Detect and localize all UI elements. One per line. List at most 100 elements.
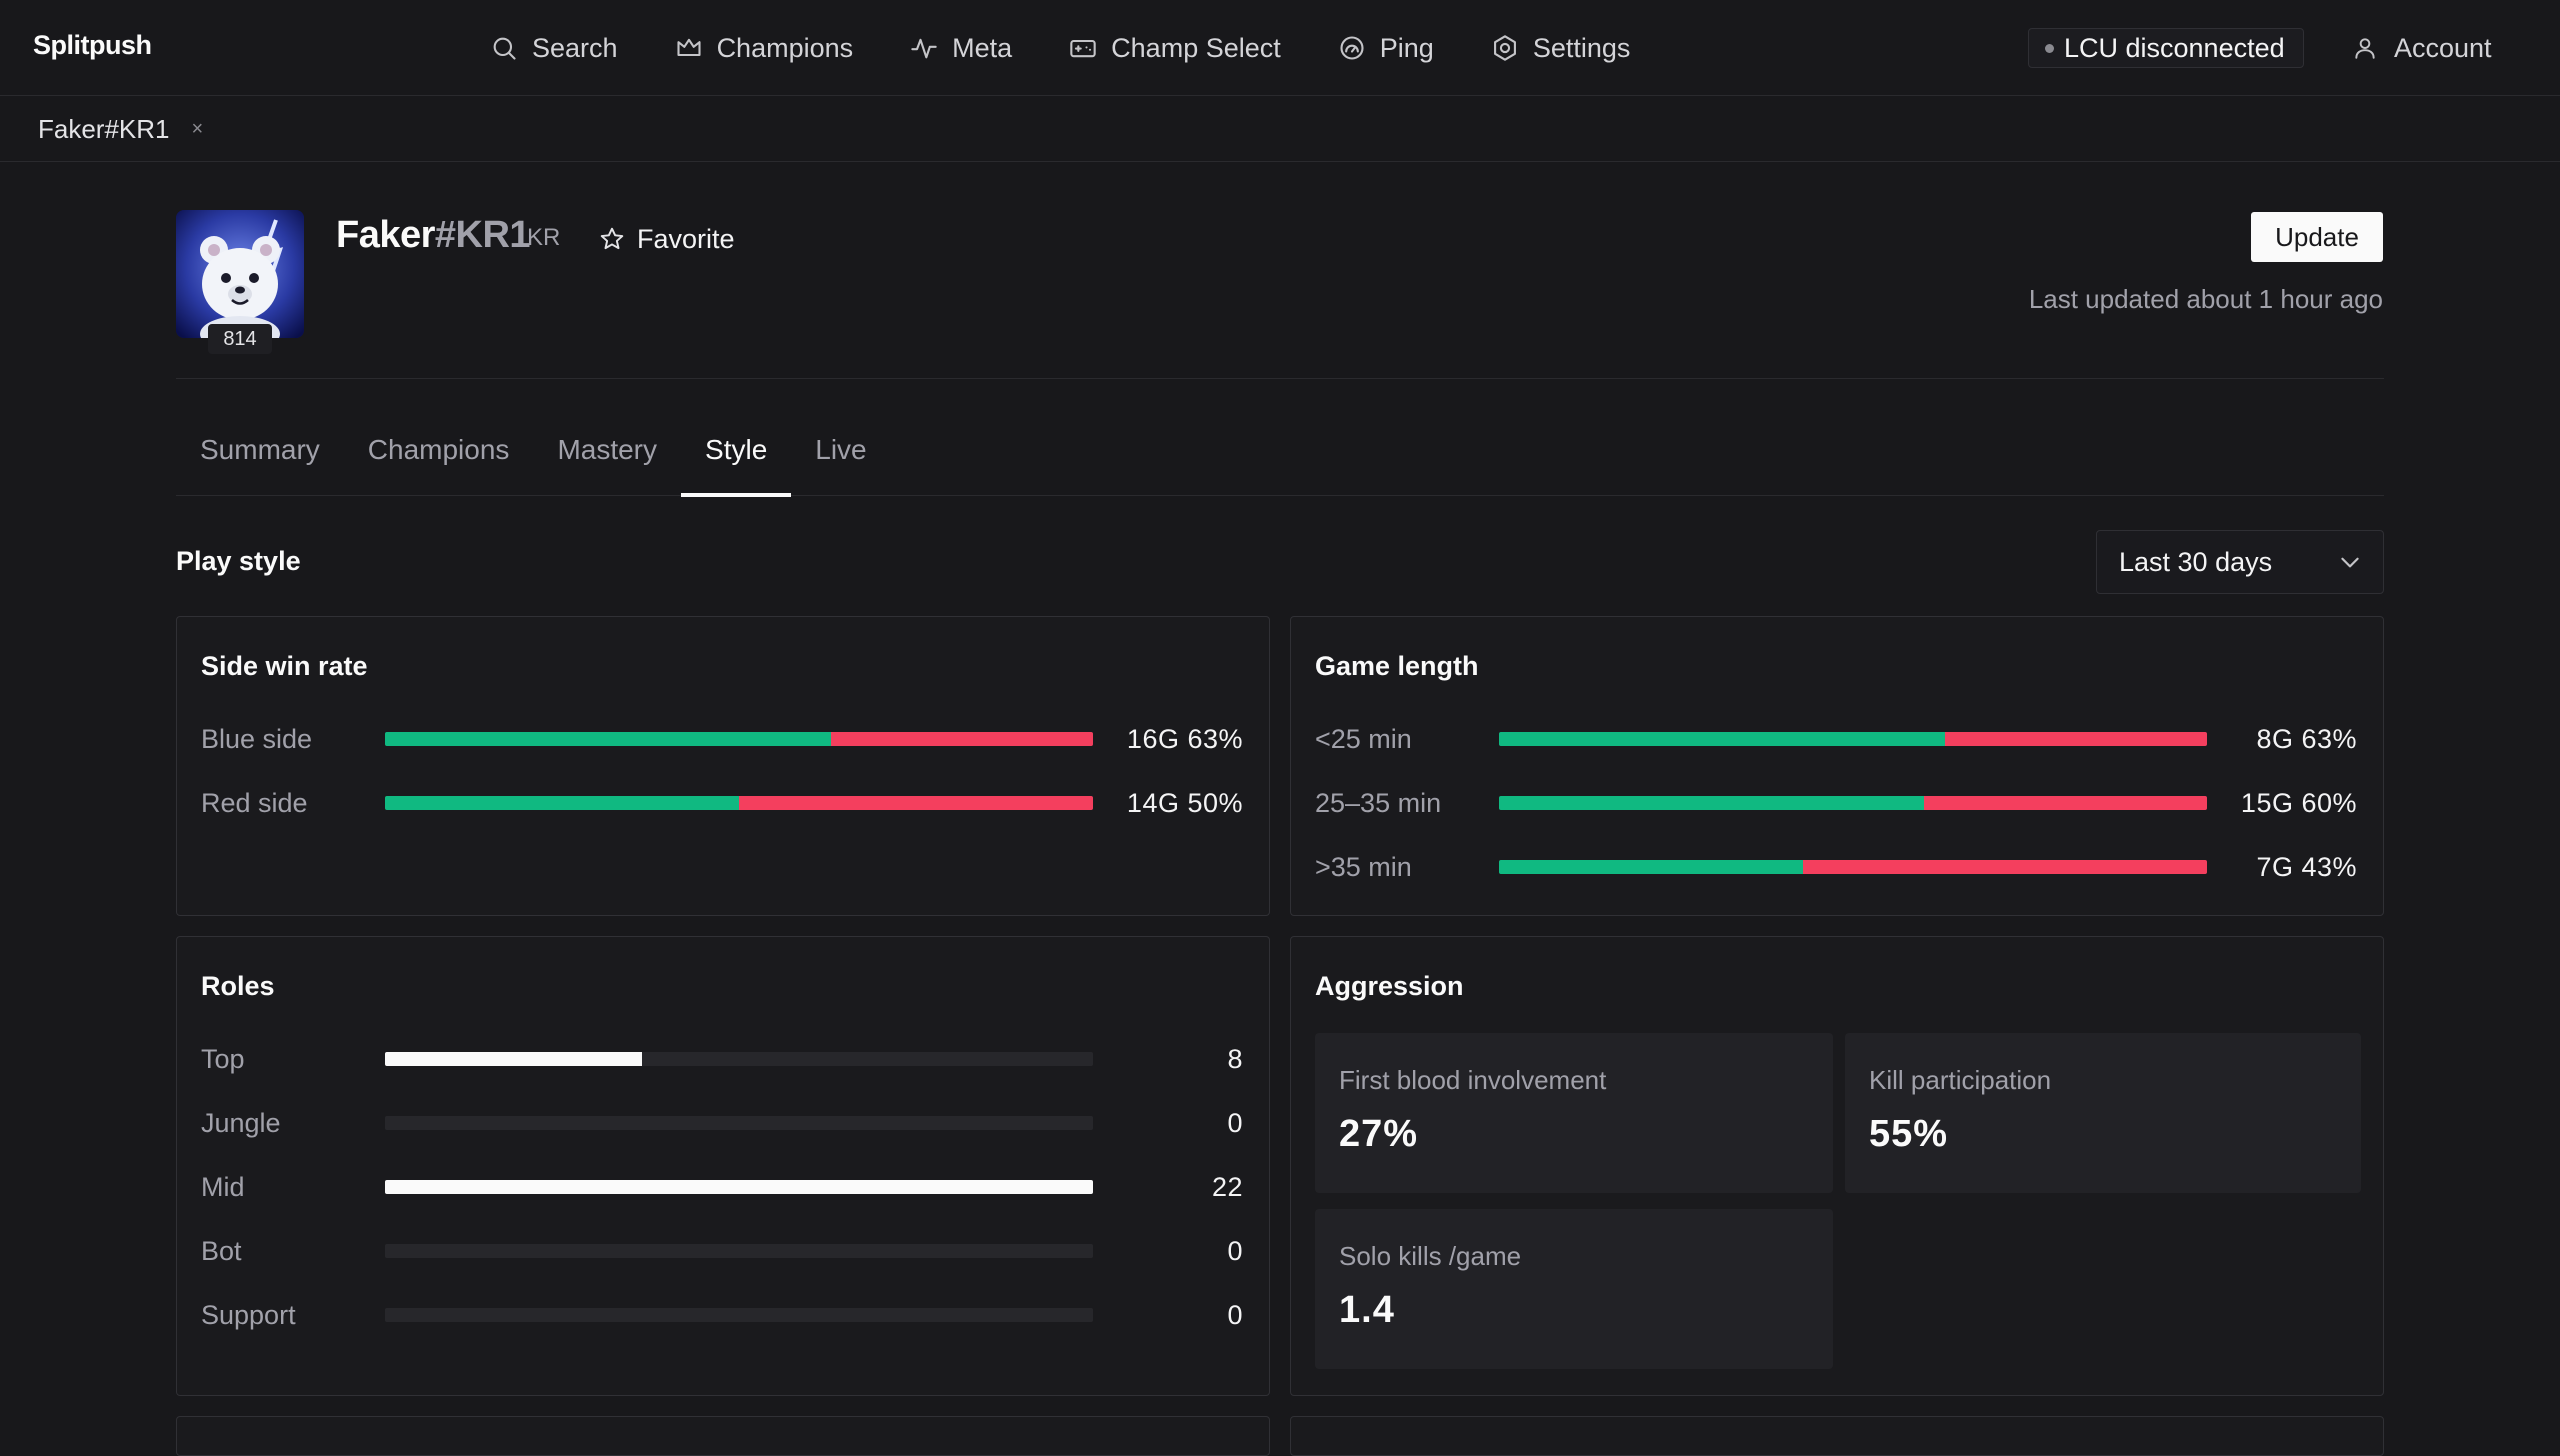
role-bar bbox=[385, 1308, 1093, 1322]
row-value: 14G 50% bbox=[1126, 787, 1243, 818]
aggression-card: Aggression First blood involvement 27% K… bbox=[1290, 936, 2384, 1396]
nav-champ-select-label: Champ Select bbox=[1111, 32, 1281, 63]
role-row: Top 8 bbox=[201, 1039, 1243, 1079]
winrate-bar bbox=[1499, 860, 2207, 874]
stat-value: 55% bbox=[1869, 1113, 1949, 1155]
account-button[interactable]: Account bbox=[2352, 0, 2492, 96]
gauge-icon bbox=[1340, 36, 1364, 60]
side-win-rate-card: Side win rate Blue side 16G 63% Red side… bbox=[176, 616, 1270, 916]
nav-settings[interactable]: Settings bbox=[1491, 32, 1631, 64]
profile-tabs: Summary Champions Mastery Style Live bbox=[176, 420, 2384, 497]
nav-meta-label: Meta bbox=[952, 32, 1013, 63]
tab-mastery[interactable]: Mastery bbox=[557, 434, 658, 465]
role-bar bbox=[385, 1244, 1093, 1258]
divider bbox=[176, 378, 2384, 379]
row-label: Blue side bbox=[201, 723, 313, 754]
row-label: Jungle bbox=[201, 1107, 281, 1138]
chevron-down-icon bbox=[2341, 557, 2359, 568]
summoner-name: Faker bbox=[336, 214, 435, 256]
activity-icon bbox=[911, 38, 937, 59]
account-label: Account bbox=[2394, 32, 2492, 63]
stat-label: First blood involvement bbox=[1339, 1065, 1607, 1095]
top-nav: Splitpush Search Champions Meta Champ Se… bbox=[0, 0, 2560, 96]
update-button[interactable]: Update bbox=[2251, 212, 2383, 262]
open-tabs-bar: Faker#KR1 × bbox=[0, 96, 2560, 162]
profile-icon-image bbox=[176, 210, 304, 338]
avatar bbox=[176, 210, 304, 338]
row-value: 8 bbox=[1227, 1043, 1243, 1074]
row-label: 25–35 min bbox=[1315, 787, 1442, 818]
card-title: Aggression bbox=[1315, 971, 1464, 1001]
card-title: Roles bbox=[201, 971, 275, 1001]
tab-live[interactable]: Live bbox=[815, 434, 867, 465]
nav-champions-label: Champions bbox=[716, 32, 854, 63]
tab-style[interactable]: Style bbox=[681, 420, 792, 497]
brand-logo[interactable]: Splitpush bbox=[33, 30, 152, 60]
win-segment bbox=[1499, 732, 1946, 746]
page-title: Faker#KR1 bbox=[336, 214, 531, 257]
row-label: >35 min bbox=[1315, 851, 1412, 882]
role-fill bbox=[385, 1052, 643, 1066]
time-range-value: Last 30 days bbox=[2119, 546, 2273, 577]
row-value: 16G 63% bbox=[1126, 723, 1243, 754]
nav-search[interactable]: Search bbox=[490, 33, 618, 64]
nav-items: Search Champions Meta Champ Select Ping … bbox=[490, 0, 1630, 96]
nav-search-label: Search bbox=[532, 32, 618, 63]
gamepad-icon bbox=[1070, 39, 1096, 58]
win-segment bbox=[1499, 860, 1804, 874]
roles-card: Roles Top 8 Jungle 0 Mid 22 Bot 0 Suppor… bbox=[176, 936, 1270, 1396]
winrate-row: 25–35 min 15G 60% bbox=[1315, 783, 2357, 823]
open-tab-label: Faker#KR1 bbox=[38, 113, 170, 144]
row-label: <25 min bbox=[1315, 723, 1412, 754]
region-label: KR bbox=[527, 224, 561, 251]
loss-segment bbox=[1803, 860, 2207, 874]
crown-icon bbox=[677, 38, 701, 57]
role-row: Mid 22 bbox=[201, 1167, 1243, 1207]
star-icon bbox=[600, 227, 624, 250]
loss-segment bbox=[831, 732, 1093, 746]
role-bar bbox=[385, 1052, 1093, 1066]
stat-label: Kill participation bbox=[1869, 1065, 2052, 1095]
nav-settings-label: Settings bbox=[1532, 32, 1631, 63]
win-segment bbox=[385, 796, 739, 810]
nav-champ-select[interactable]: Champ Select bbox=[1069, 33, 1281, 64]
row-label: Red side bbox=[201, 787, 308, 818]
row-value: 0 bbox=[1227, 1235, 1243, 1266]
close-icon[interactable]: × bbox=[191, 117, 204, 140]
user-icon bbox=[2355, 38, 2375, 59]
win-segment bbox=[1499, 796, 1924, 810]
loss-segment bbox=[1923, 796, 2207, 810]
role-row: Support 0 bbox=[201, 1295, 1243, 1335]
loss-segment bbox=[1945, 732, 2207, 746]
row-label: Bot bbox=[201, 1235, 242, 1266]
status-dot-icon bbox=[2045, 43, 2054, 53]
lcu-status-badge: LCU disconnected bbox=[2028, 28, 2304, 68]
winrate-row: Red side 14G 50% bbox=[201, 783, 1243, 823]
stat-value: 1.4 bbox=[1339, 1289, 1395, 1331]
time-range-select[interactable]: Last 30 days bbox=[2096, 530, 2384, 594]
tab-summary[interactable]: Summary bbox=[200, 434, 320, 465]
nav-ping-label: Ping bbox=[1379, 32, 1434, 63]
open-tab-profile[interactable]: Faker#KR1 × bbox=[38, 112, 203, 146]
nav-champions[interactable]: Champions bbox=[675, 32, 854, 64]
stat-first-blood: First blood involvement 27% bbox=[1315, 1033, 1833, 1193]
last-updated-text: Last updated about 1 hour ago bbox=[2028, 284, 2383, 314]
favorite-button[interactable]: Favorite bbox=[599, 222, 735, 256]
next-card bbox=[176, 1416, 1270, 1456]
stat-value: 27% bbox=[1339, 1113, 1419, 1155]
gear-icon bbox=[1493, 35, 1516, 61]
favorite-label: Favorite bbox=[637, 223, 735, 254]
role-bar bbox=[385, 1180, 1093, 1194]
lcu-status-label: LCU disconnected bbox=[2064, 32, 2285, 63]
winrate-bar bbox=[385, 732, 1093, 746]
tab-champions[interactable]: Champions bbox=[367, 434, 510, 465]
row-label: Top bbox=[201, 1043, 245, 1074]
nav-ping[interactable]: Ping bbox=[1338, 33, 1434, 64]
nav-meta[interactable]: Meta bbox=[910, 33, 1012, 64]
row-value: 0 bbox=[1227, 1107, 1243, 1138]
role-bar bbox=[385, 1116, 1093, 1130]
winrate-row: Blue side 16G 63% bbox=[201, 719, 1243, 759]
game-length-card: Game length <25 min 8G 63% 25–35 min 15G… bbox=[1290, 616, 2384, 916]
row-value: 0 bbox=[1227, 1299, 1243, 1330]
row-value: 15G 60% bbox=[2240, 787, 2357, 818]
